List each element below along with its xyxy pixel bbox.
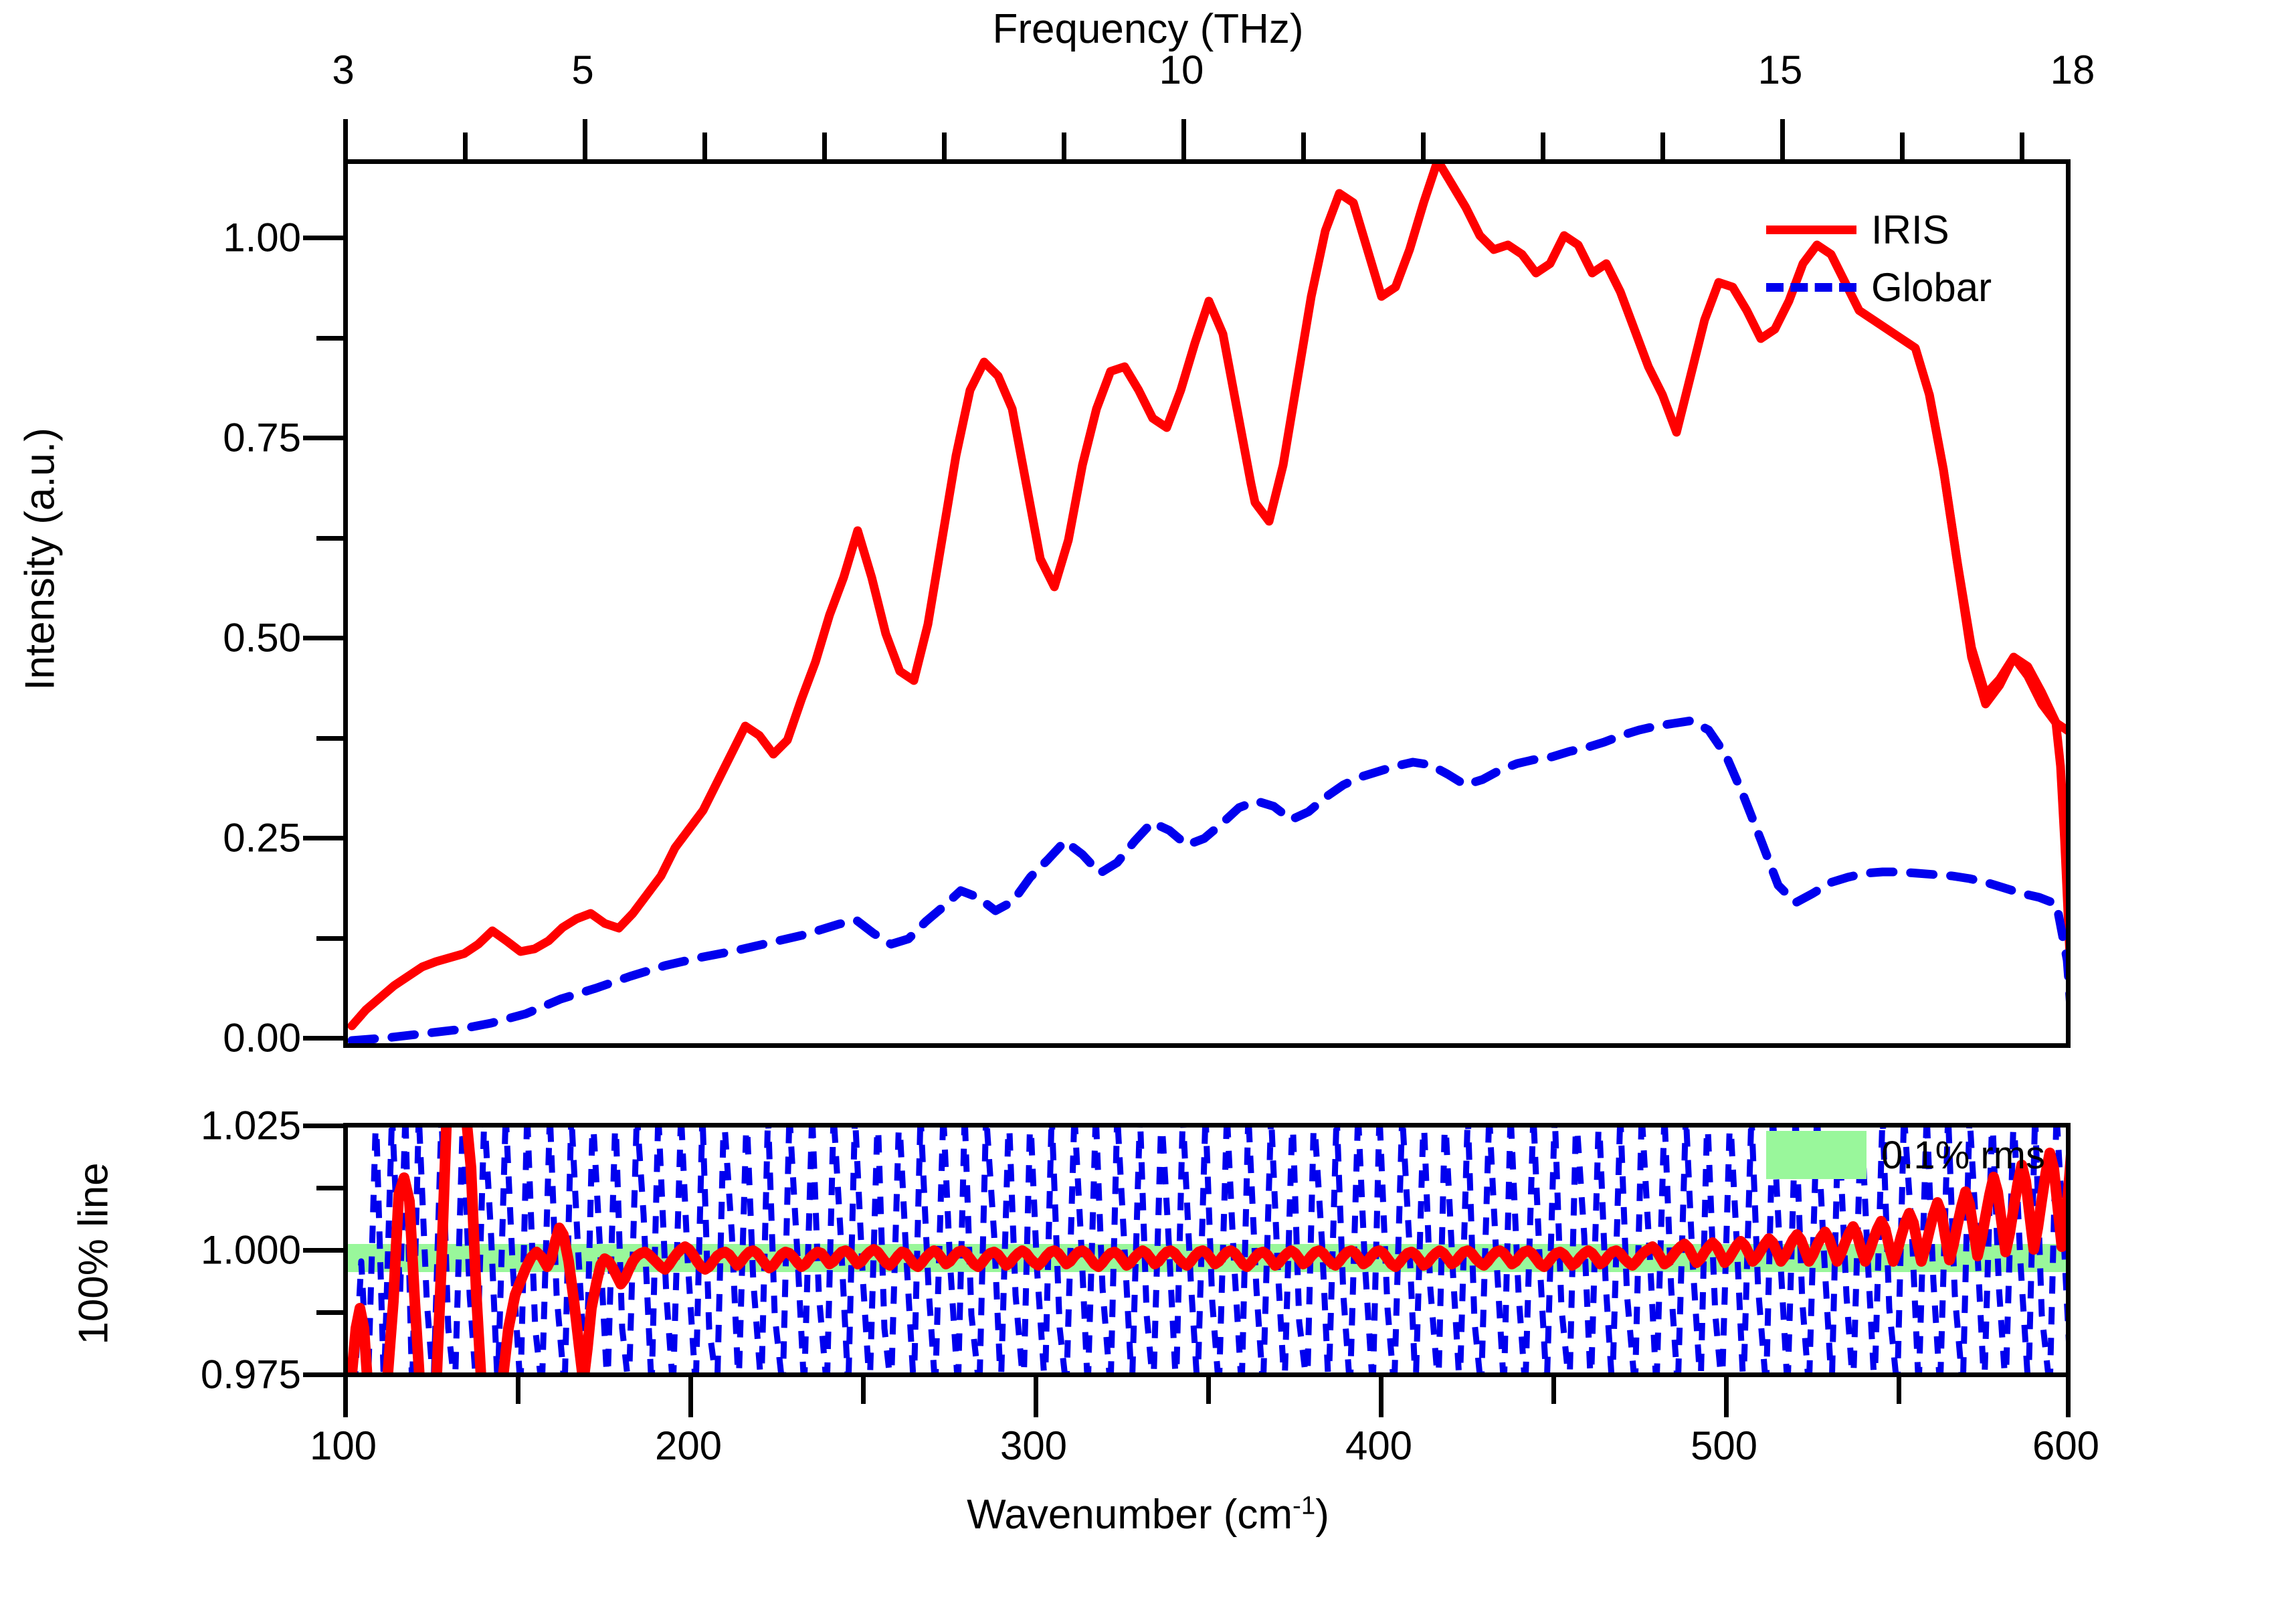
rms-legend: 0.1% rms xyxy=(1766,1131,2045,1179)
bottom-axis-tick-400: 400 xyxy=(1345,1423,1413,1468)
top-axis-tick-3: 3 xyxy=(332,48,355,92)
y-major-tick-top-0-50 xyxy=(303,636,343,640)
iris-hundred-percent-curve xyxy=(348,1128,2066,1372)
top-axis-major-tick-3 xyxy=(343,119,348,159)
iris-intensity-curve-tail xyxy=(1925,390,2066,964)
hundred-percent-line-plot xyxy=(348,1128,2066,1372)
bottom-axis-minor-tick-550 xyxy=(1897,1377,1901,1404)
top-axis-tick-18: 18 xyxy=(2050,48,2095,92)
bottom-axis-title-main: Wavenumber (cm xyxy=(967,1492,1293,1538)
bottom-axis-tick-100: 100 xyxy=(309,1423,377,1468)
top-axis-title: Frequency (THz) xyxy=(992,6,1304,52)
y-major-tick-bottom-0-975 xyxy=(303,1372,343,1377)
top-axis-minor-tick-7 xyxy=(822,132,827,159)
bottom-axis-minor-tick-350 xyxy=(1206,1377,1211,1404)
y-minor-tick-bottom-0-9875 xyxy=(316,1310,343,1315)
bottom-axis-major-tick-400 xyxy=(1379,1377,1383,1417)
bottom-axis-major-tick-200 xyxy=(688,1377,693,1417)
y-major-tick-top-0-00 xyxy=(303,1036,343,1041)
top-axis-major-tick-5 xyxy=(583,119,587,159)
y-tick-top-0-25: 0.25 xyxy=(223,815,301,861)
top-axis-major-tick-15 xyxy=(1780,119,1785,159)
bottom-axis-tick-300: 300 xyxy=(999,1423,1068,1468)
y-tick-top-1-00: 1.00 xyxy=(223,215,301,260)
y-minor-tick-top-0-625 xyxy=(316,536,343,541)
legend-label-globar: Globar xyxy=(1871,264,1992,310)
intensity-spectrum-plot xyxy=(348,164,2066,1043)
top-axis-minor-tick-13 xyxy=(1541,132,1545,159)
top-axis-minor-tick-6 xyxy=(702,132,707,159)
top-axis-minor-tick-8 xyxy=(942,132,947,159)
y-tick-bottom-0-975: 0.975 xyxy=(200,1352,301,1397)
y-tick-top-0-50: 0.50 xyxy=(223,615,301,660)
top-axis-minor-tick-11 xyxy=(1301,132,1306,159)
iris-intensity-curve xyxy=(348,164,2066,1031)
intensity-spectrum-panel xyxy=(343,159,2071,1048)
bottom-axis-title-exponent: -1 xyxy=(1293,1491,1316,1520)
bottom-axis-minor-tick-250 xyxy=(861,1377,866,1404)
y-tick-bottom-1-025: 1.025 xyxy=(200,1103,301,1148)
y-major-tick-bottom-1-000 xyxy=(303,1248,343,1253)
y-tick-top-0-75: 0.75 xyxy=(223,415,301,460)
bottom-axis-major-tick-500 xyxy=(1724,1377,1729,1417)
top-axis-minor-tick-9 xyxy=(1062,132,1066,159)
bottom-axis-minor-tick-450 xyxy=(1551,1377,1556,1404)
intensity-legend: IRIS Globar xyxy=(1766,201,1992,316)
bottom-axis-tick-200: 200 xyxy=(654,1423,723,1468)
top-axis-minor-tick-17 xyxy=(2020,132,2024,159)
bottom-axis-title-close: ) xyxy=(1315,1492,1329,1538)
y-tick-bottom-1-000: 1.000 xyxy=(200,1227,301,1273)
top-axis-minor-tick-4 xyxy=(463,132,468,159)
rms-band-swatch-icon xyxy=(1766,1131,1867,1179)
top-axis-tick-15: 15 xyxy=(1757,48,1803,92)
top-axis-tick-10: 10 xyxy=(1159,48,1204,92)
y-major-tick-top-0-75 xyxy=(303,436,343,440)
y-major-tick-top-1-00 xyxy=(303,236,343,240)
y-axis-title-intensity: Intensity (a.u.) xyxy=(17,428,64,691)
top-axis-minor-tick-14 xyxy=(1660,132,1665,159)
bottom-axis-tick-600: 600 xyxy=(2032,1423,2100,1468)
top-axis-minor-tick-16 xyxy=(1900,132,1905,159)
iris-line-swatch-icon xyxy=(1766,225,1856,234)
top-axis-tick-5: 5 xyxy=(571,48,594,92)
y-major-tick-bottom-1-025 xyxy=(303,1124,343,1128)
top-axis-major-tick-10 xyxy=(1181,119,1186,159)
y-minor-tick-top-0-125 xyxy=(316,936,343,941)
rms-legend-label: 0.1% rms xyxy=(1881,1133,2045,1177)
bottom-axis-title: Wavenumber (cm-1) xyxy=(0,1491,2296,1538)
globar-hundred-percent-curve xyxy=(352,1128,2066,1372)
globar-line-swatch-icon xyxy=(1766,282,1856,292)
bottom-axis-minor-tick-150 xyxy=(516,1377,520,1404)
legend-entry-iris: IRIS xyxy=(1766,201,1992,258)
y-minor-tick-top-0-875 xyxy=(316,336,343,341)
y-minor-tick-top-0-375 xyxy=(316,736,343,741)
y-minor-tick-bottom-1-0125 xyxy=(316,1186,343,1190)
legend-entry-globar: Globar xyxy=(1766,258,1992,316)
bottom-axis-major-tick-100 xyxy=(343,1377,348,1417)
top-axis-minor-tick-12 xyxy=(1421,132,1426,159)
globar-intensity-curve xyxy=(348,716,2066,1043)
bottom-axis-major-tick-300 xyxy=(1034,1377,1038,1417)
y-major-tick-top-0-25 xyxy=(303,836,343,840)
bottom-axis-tick-500: 500 xyxy=(1690,1423,1758,1468)
y-tick-top-0-00: 0.00 xyxy=(223,1015,301,1061)
legend-label-iris: IRIS xyxy=(1871,207,1949,252)
bottom-axis-major-tick-600 xyxy=(2066,1377,2071,1417)
